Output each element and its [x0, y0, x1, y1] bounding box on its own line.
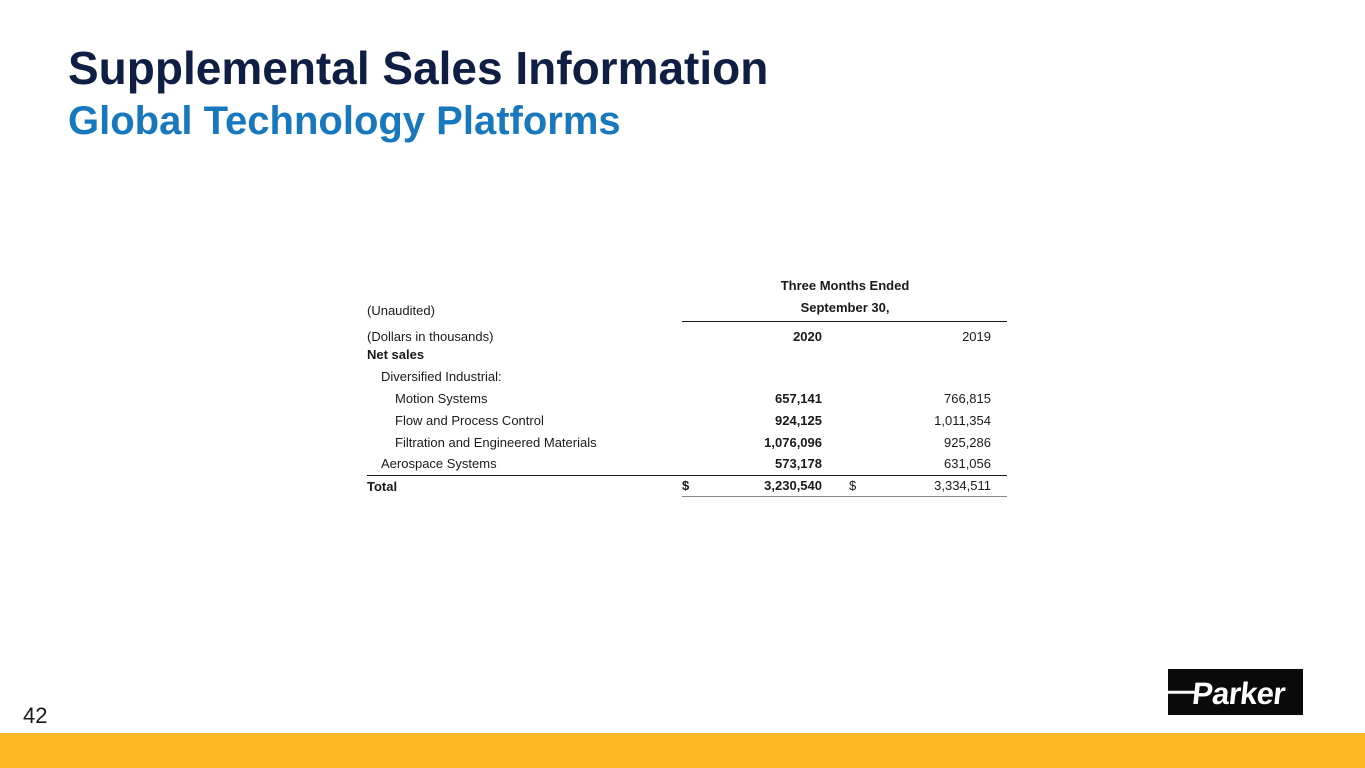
svg-text:Parker: Parker [1191, 676, 1288, 711]
